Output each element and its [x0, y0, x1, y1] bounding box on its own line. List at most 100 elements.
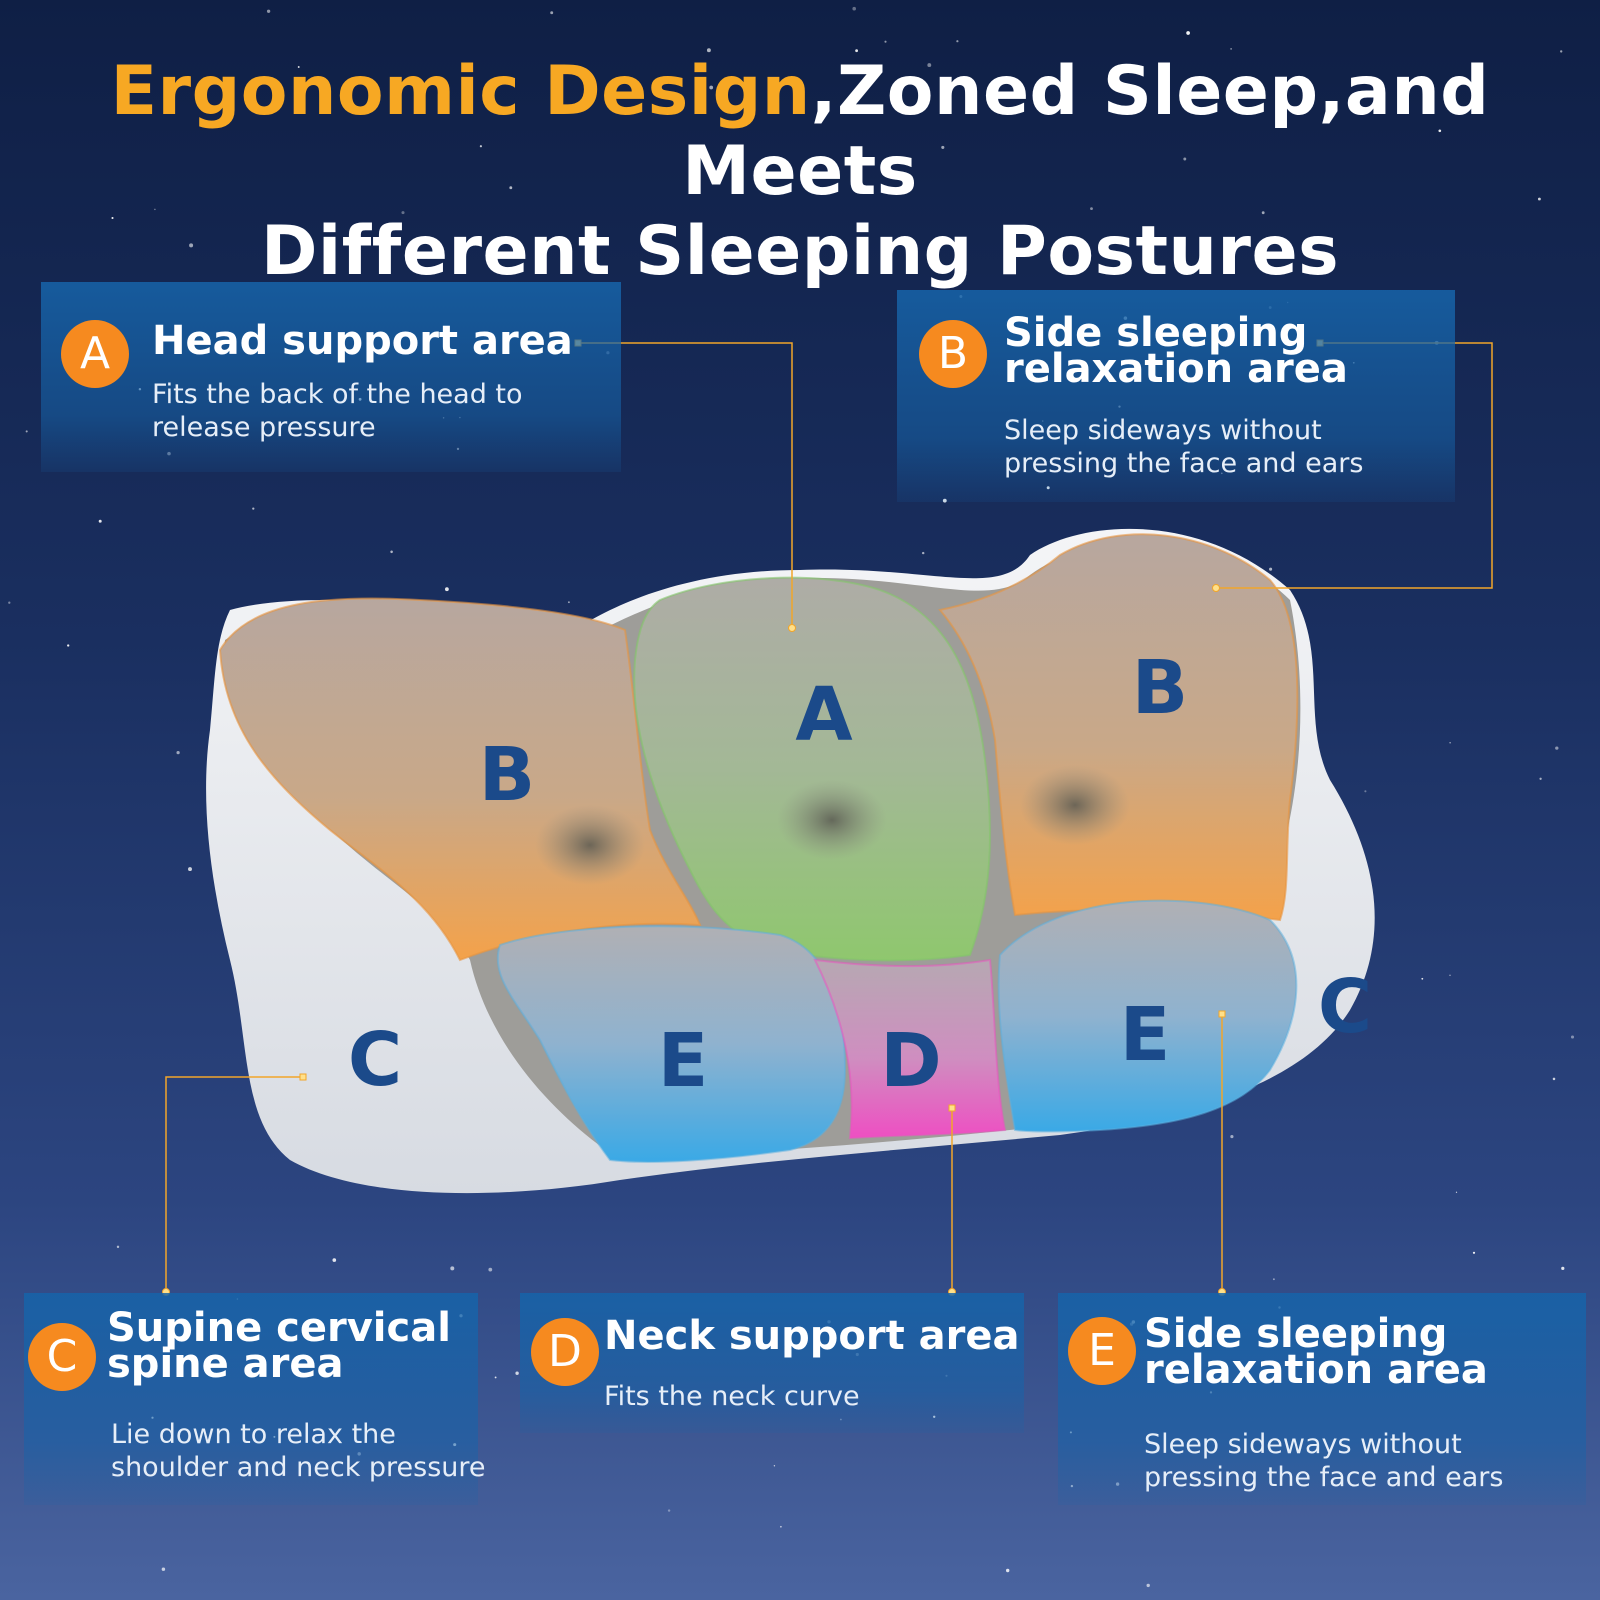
card-e-title-line1: Side sleeping: [1144, 1311, 1448, 1357]
star: [439, 108, 441, 110]
zone-label-c-left: C: [348, 1017, 402, 1103]
hole-b-right: [1020, 765, 1130, 845]
star: [116, 1245, 120, 1249]
star: [111, 216, 114, 220]
card-a: A Head support area Fits the back of the…: [41, 282, 621, 472]
zone-label-c-right: C: [1318, 964, 1372, 1050]
star: [1560, 50, 1563, 53]
star: [479, 145, 482, 148]
card-b: B Side sleeping relaxation area Sleep si…: [897, 290, 1455, 502]
star: [852, 6, 856, 11]
title-line2: Different Sleeping Postures: [260, 212, 1340, 291]
star: [1230, 48, 1232, 50]
hole-a: [777, 780, 887, 860]
star: [709, 85, 714, 90]
page-title: Ergonomic Design,Zoned Sleep,and Meets D…: [0, 52, 1600, 292]
star: [1006, 1568, 1010, 1573]
card-b-title-line1: Side sleeping: [1004, 310, 1308, 356]
star: [161, 1567, 166, 1571]
card-b-title-line2: relaxation area: [1004, 346, 1348, 392]
card-d: D Neck support area Fits the neck curve: [520, 1293, 1024, 1433]
star: [252, 507, 255, 510]
star: [927, 63, 932, 68]
star: [450, 1266, 455, 1271]
star: [266, 9, 271, 13]
star: [1146, 1583, 1150, 1588]
zone-label-e-left: E: [658, 1018, 709, 1104]
star: [189, 243, 194, 248]
star: [401, 211, 405, 215]
zone-label-e-right: E: [1120, 992, 1171, 1078]
star: [941, 145, 945, 149]
card-d-title: Neck support area: [604, 1313, 1020, 1359]
star: [494, 1376, 497, 1379]
card-c-title-line2: spine area: [107, 1341, 344, 1387]
card-b-desc-line1: Sleep sideways without: [1004, 415, 1322, 446]
zone-label-b-right: B: [1132, 645, 1188, 731]
star: [884, 40, 887, 43]
star: [445, 587, 449, 592]
star: [1570, 1035, 1575, 1039]
leader-a: [578, 342, 793, 628]
title-line1-rest: ,Zoned Sleep,and Meets: [682, 52, 1490, 211]
hole-b-left: [535, 805, 645, 885]
card-c-title-line1: Supine cervical: [107, 1305, 451, 1351]
zone-e-left: [496, 925, 847, 1163]
badge-e: E: [1068, 1317, 1136, 1385]
star: [1272, 1278, 1275, 1281]
star: [1183, 157, 1187, 161]
star: [1455, 1191, 1458, 1193]
badge-c: C: [28, 1323, 96, 1391]
star: [1186, 31, 1190, 35]
star: [1261, 211, 1265, 215]
star: [1555, 746, 1559, 750]
star: [1421, 977, 1424, 980]
leader-c: [165, 1076, 303, 1292]
star: [1090, 207, 1093, 211]
card-b-desc-line2: pressing the face and ears: [1004, 448, 1364, 479]
card-c-desc-line1: Lie down to relax the: [111, 1419, 396, 1450]
star: [567, 601, 570, 604]
star: [921, 551, 925, 555]
card-e-title-line2: relaxation area: [1144, 1347, 1488, 1393]
star: [1449, 974, 1451, 976]
star: [1552, 1077, 1556, 1081]
badge-b: B: [919, 320, 987, 388]
star: [332, 1258, 337, 1262]
card-a-desc-line1: Fits the back of the head to: [152, 379, 523, 410]
card-c-desc-line2: shoulder and neck pressure: [111, 1452, 486, 1483]
star: [1449, 742, 1451, 744]
star: [855, 49, 858, 53]
star: [515, 1371, 519, 1375]
star: [1539, 777, 1542, 780]
card-d-desc-line1: Fits the neck curve: [604, 1381, 860, 1412]
star: [390, 550, 393, 554]
star: [8, 601, 11, 604]
star: [706, 48, 711, 53]
zone-label-b-left: B: [479, 732, 535, 818]
star: [1537, 197, 1541, 201]
star: [1438, 129, 1442, 133]
card-c: C Supine cervical spine area Lie down to…: [24, 1293, 486, 1505]
star: [1230, 1135, 1234, 1139]
star: [667, 1509, 671, 1512]
badge-a: A: [61, 320, 129, 388]
star: [25, 430, 28, 433]
star: [188, 867, 192, 872]
star: [1269, 567, 1273, 571]
star: [773, 1465, 776, 1467]
zone-label-d: D: [880, 1018, 941, 1104]
star: [780, 1525, 782, 1528]
title-highlight: Ergonomic Design: [110, 52, 811, 131]
zone-d: [813, 958, 1007, 1140]
star: [1472, 1251, 1476, 1254]
zone-a: [633, 576, 991, 962]
card-e: E Side sleeping relaxation area Sleep si…: [1058, 1293, 1586, 1505]
star: [956, 40, 959, 43]
star: [1364, 790, 1367, 793]
star: [98, 519, 102, 523]
star: [297, 66, 300, 68]
star: [488, 1267, 493, 1272]
badge-d: D: [531, 1318, 599, 1386]
